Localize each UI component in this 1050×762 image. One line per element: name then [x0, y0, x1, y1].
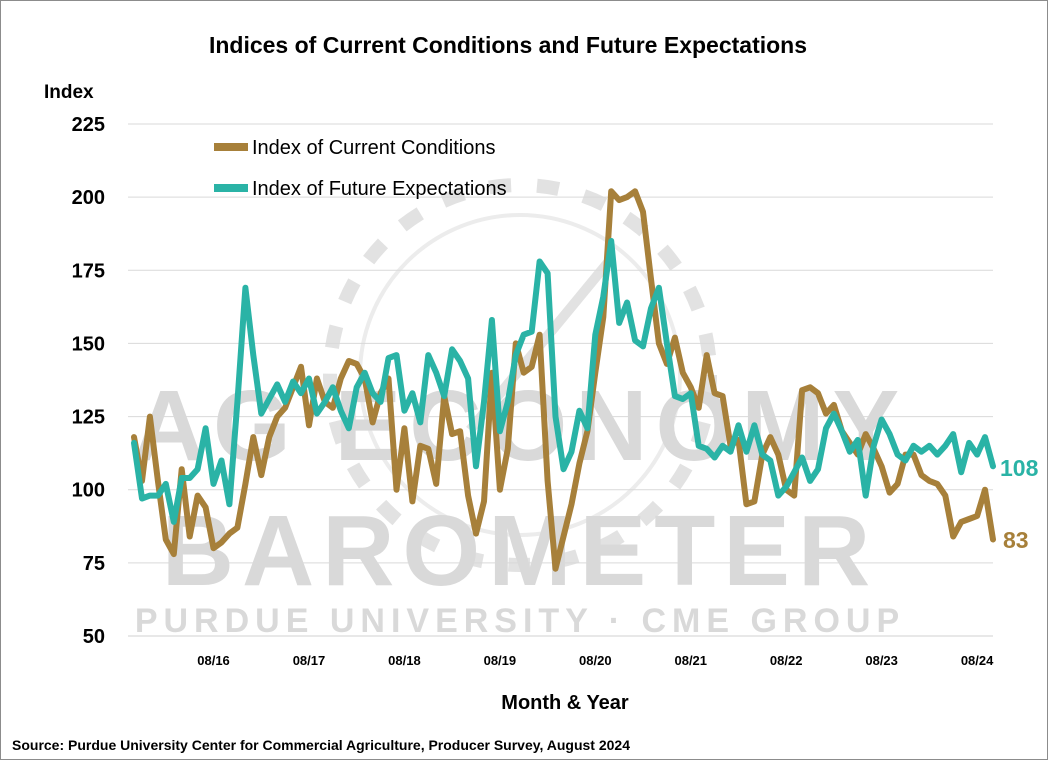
legend-label-current: Index of Current Conditions [252, 137, 495, 159]
end-label-future: 108 [1000, 455, 1039, 481]
y-tick-label: 225 [72, 114, 105, 136]
y-tick-label: 150 [72, 333, 105, 355]
y-tick-label: 125 [72, 407, 105, 429]
series-line-future-expectations [131, 238, 996, 525]
x-tick-label: 08/21 [674, 653, 707, 668]
series-line-current-conditions [131, 188, 996, 572]
y-tick-label: 200 [72, 187, 105, 209]
x-tick-label: 08/19 [484, 653, 517, 668]
watermark-line2: BAROMETER [162, 495, 878, 607]
y-tick-label: 175 [72, 260, 105, 282]
watermark-line3: PURDUE UNIVERSITY · CME GROUP [135, 602, 905, 640]
series-lines [131, 188, 996, 572]
y-tick-label: 75 [83, 553, 105, 575]
watermark: AG ECONOMY BAROMETER PURDUE UNIVERSITY ·… [133, 178, 905, 640]
y-tick-label: 50 [83, 626, 105, 648]
chart-title: Indices of Current Conditions and Future… [209, 32, 807, 58]
end-label-current: 83 [1003, 527, 1029, 553]
source-note: Source: Purdue University Center for Com… [12, 737, 630, 753]
y-axis-label: Index [44, 82, 94, 103]
legend: Index of Current Conditions Index of Fut… [214, 137, 507, 200]
gridlines [128, 123, 993, 637]
x-tick-label: 08/24 [961, 653, 994, 668]
x-tick-label: 08/16 [197, 653, 230, 668]
x-tick-label: 08/22 [770, 653, 803, 668]
x-tick-label: 08/18 [388, 653, 421, 668]
y-tick-label: 100 [72, 480, 105, 502]
legend-label-future: Index of Future Expectations [252, 178, 507, 200]
x-tick-label: 08/23 [865, 653, 898, 668]
x-axis-ticks: 08/16 08/17 08/18 08/19 08/20 08/21 08/22 08/23… [197, 653, 994, 668]
x-tick-label: 08/20 [579, 653, 612, 668]
x-axis-label: Month & Year [501, 692, 629, 714]
x-tick-label: 08/17 [293, 653, 326, 668]
y-axis-ticks: 50 75 100 125 150 175 200 225 [72, 114, 105, 648]
